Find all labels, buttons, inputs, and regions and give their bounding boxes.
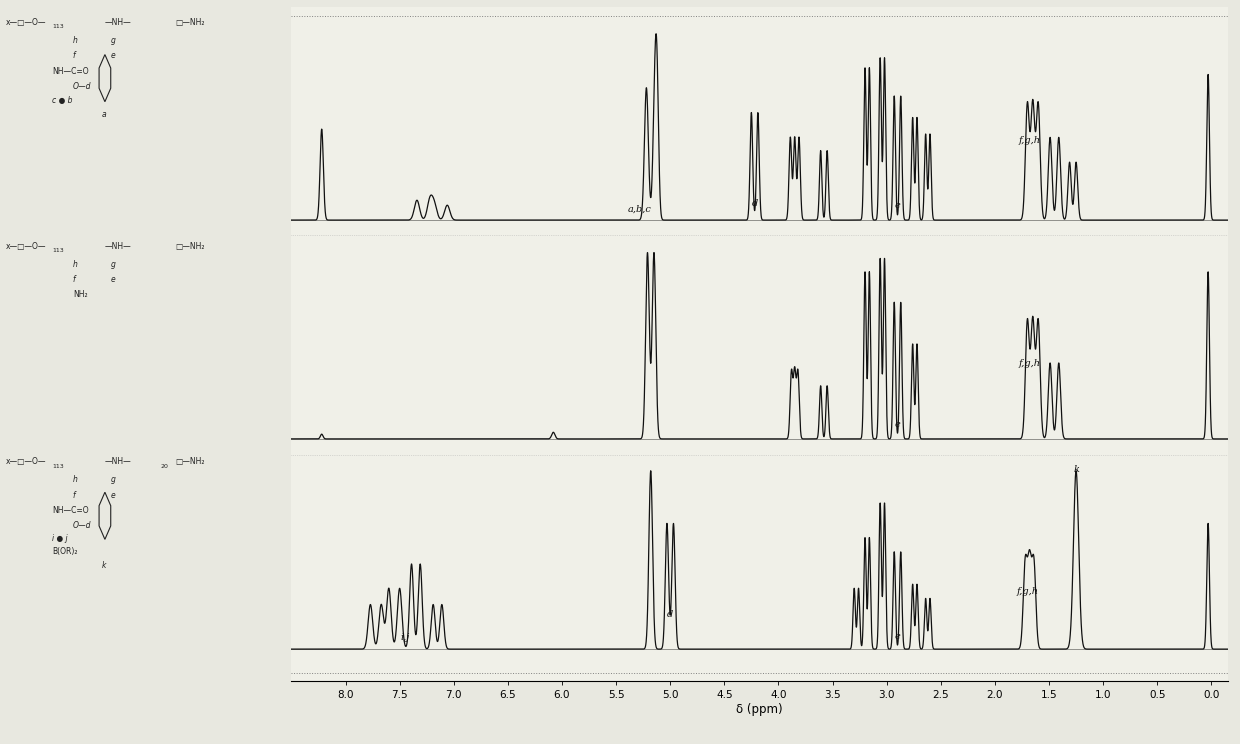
Text: e: e xyxy=(110,491,115,500)
X-axis label: δ (ppm): δ (ppm) xyxy=(737,702,782,716)
Text: 113: 113 xyxy=(52,464,64,469)
Text: i ● j: i ● j xyxy=(52,534,68,543)
Text: □—NH₂: □—NH₂ xyxy=(175,242,205,251)
Text: e: e xyxy=(894,632,900,641)
Text: h: h xyxy=(73,475,78,484)
Text: f,g,h: f,g,h xyxy=(1018,359,1040,368)
Text: □—NH₂: □—NH₂ xyxy=(175,18,205,27)
Text: —NH—: —NH— xyxy=(105,242,131,251)
Text: 113: 113 xyxy=(52,25,64,29)
Text: f,g,h: f,g,h xyxy=(1017,587,1038,596)
Text: x—□—O—: x—□—O— xyxy=(6,18,46,27)
Text: k: k xyxy=(102,561,107,570)
Text: —NH—: —NH— xyxy=(105,18,131,27)
Text: f: f xyxy=(73,275,76,284)
Text: NH—C=O: NH—C=O xyxy=(52,67,89,76)
Text: h: h xyxy=(73,36,78,45)
Text: B(OR)₂: B(OR)₂ xyxy=(52,548,78,557)
Text: 113: 113 xyxy=(52,248,64,253)
Text: c ● b: c ● b xyxy=(52,96,73,106)
Text: a: a xyxy=(102,110,107,119)
Text: e: e xyxy=(110,51,115,60)
Text: d: d xyxy=(751,199,758,208)
Text: h: h xyxy=(73,260,78,269)
Text: □—NH₂: □—NH₂ xyxy=(175,458,205,466)
Text: f: f xyxy=(73,491,76,500)
Text: NH—C=O: NH—C=O xyxy=(52,506,89,515)
Text: x—□—O—: x—□—O— xyxy=(6,458,46,466)
Text: a,b,c: a,b,c xyxy=(627,205,652,214)
Text: f,g,h: f,g,h xyxy=(1018,136,1040,145)
Text: O—d: O—d xyxy=(73,521,92,530)
Text: e: e xyxy=(894,201,900,211)
Text: g: g xyxy=(110,260,115,269)
Text: NH₂: NH₂ xyxy=(73,290,88,299)
Text: x—□—O—: x—□—O— xyxy=(6,242,46,251)
Text: k: k xyxy=(1073,465,1079,474)
Text: g: g xyxy=(110,475,115,484)
Text: g: g xyxy=(110,36,115,45)
Text: e: e xyxy=(894,420,900,429)
Text: e: e xyxy=(110,275,115,284)
Text: i,j: i,j xyxy=(401,632,409,642)
Text: O—d: O—d xyxy=(73,82,92,91)
Text: —NH—: —NH— xyxy=(105,458,131,466)
Text: f: f xyxy=(73,51,76,60)
Text: d: d xyxy=(667,610,673,619)
Text: 20: 20 xyxy=(160,464,169,469)
